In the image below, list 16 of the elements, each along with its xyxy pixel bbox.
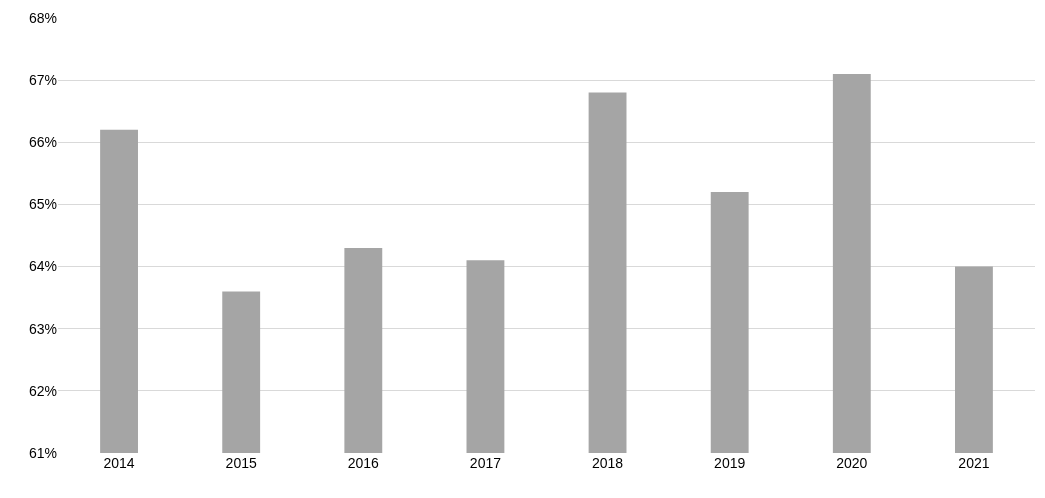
- y-tick-label: 65%: [28, 196, 57, 213]
- x-tick-label: 2021: [958, 455, 990, 471]
- y-tick-label: 63%: [28, 320, 57, 337]
- y-tick-label: 67%: [28, 72, 57, 89]
- x-tick-label: 2015: [225, 455, 257, 471]
- x-tick-label: 2014: [103, 455, 135, 471]
- x-tick-label: 2020: [836, 455, 868, 471]
- x-tick-label: 2017: [469, 455, 502, 471]
- y-tick-label: 62%: [28, 382, 57, 399]
- x-tick-label: 2019: [714, 455, 746, 471]
- x-tick-label: 2018: [591, 455, 624, 471]
- y-tick-label: 61%: [28, 444, 57, 461]
- x-tick-label: 2016: [347, 455, 380, 471]
- y-tick-label: 68%: [28, 9, 57, 26]
- y-tick-label: 66%: [28, 134, 57, 151]
- y-tick-label: 64%: [28, 258, 57, 275]
